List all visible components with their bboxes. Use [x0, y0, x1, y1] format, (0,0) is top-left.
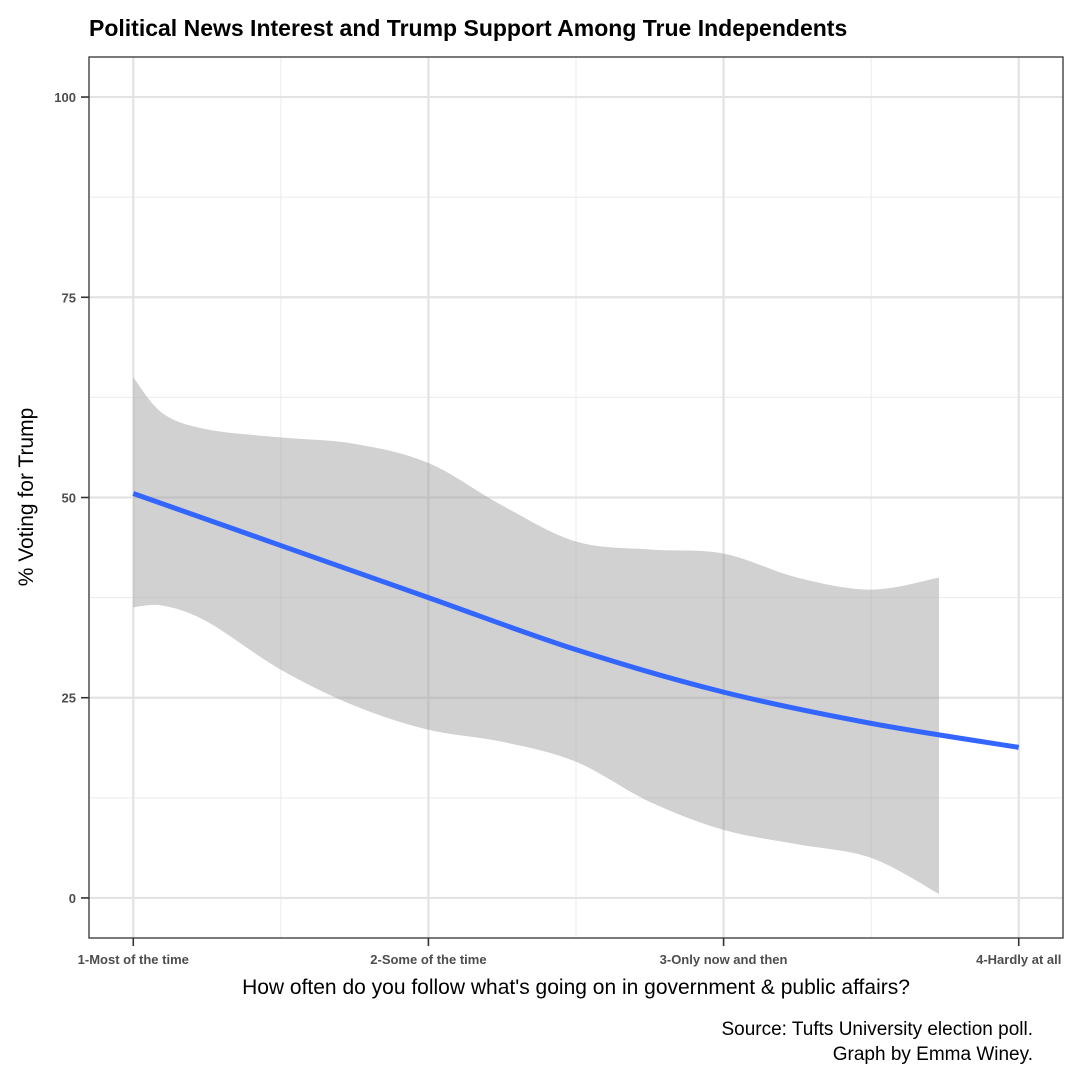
- y-tick-label: 50: [62, 491, 76, 506]
- x-tick-label: 1-Most of the time: [78, 952, 189, 967]
- y-tick-label: 25: [62, 691, 76, 706]
- series-line-layer: [132, 491, 1020, 750]
- caption-source: Source: Tufts University election poll.: [721, 1019, 1033, 1040]
- caption-author: Graph by Emma Winey.: [833, 1044, 1033, 1065]
- y-tick-label: 0: [69, 891, 76, 906]
- y-axis-title: % Voting for Trump: [15, 408, 38, 587]
- x-tick-label: 2-Some of the time: [370, 952, 486, 967]
- y-tick-label: 100: [54, 90, 76, 105]
- trend-line: [132, 491, 1020, 750]
- x-tick-label: 4-Hardly at all: [976, 952, 1061, 967]
- plot-panel: [89, 57, 1063, 938]
- x-axis-title: How often do you follow what's going on …: [242, 976, 910, 999]
- x-tick-label: 3-Only now and then: [660, 952, 788, 967]
- ticks-layer: 0 25 50 75 100 1-Most of the time 2-Some of th…: [54, 90, 1061, 967]
- y-tick-label: 75: [62, 290, 76, 305]
- chart-title: Political News Interest and Trump Suppor…: [89, 15, 847, 41]
